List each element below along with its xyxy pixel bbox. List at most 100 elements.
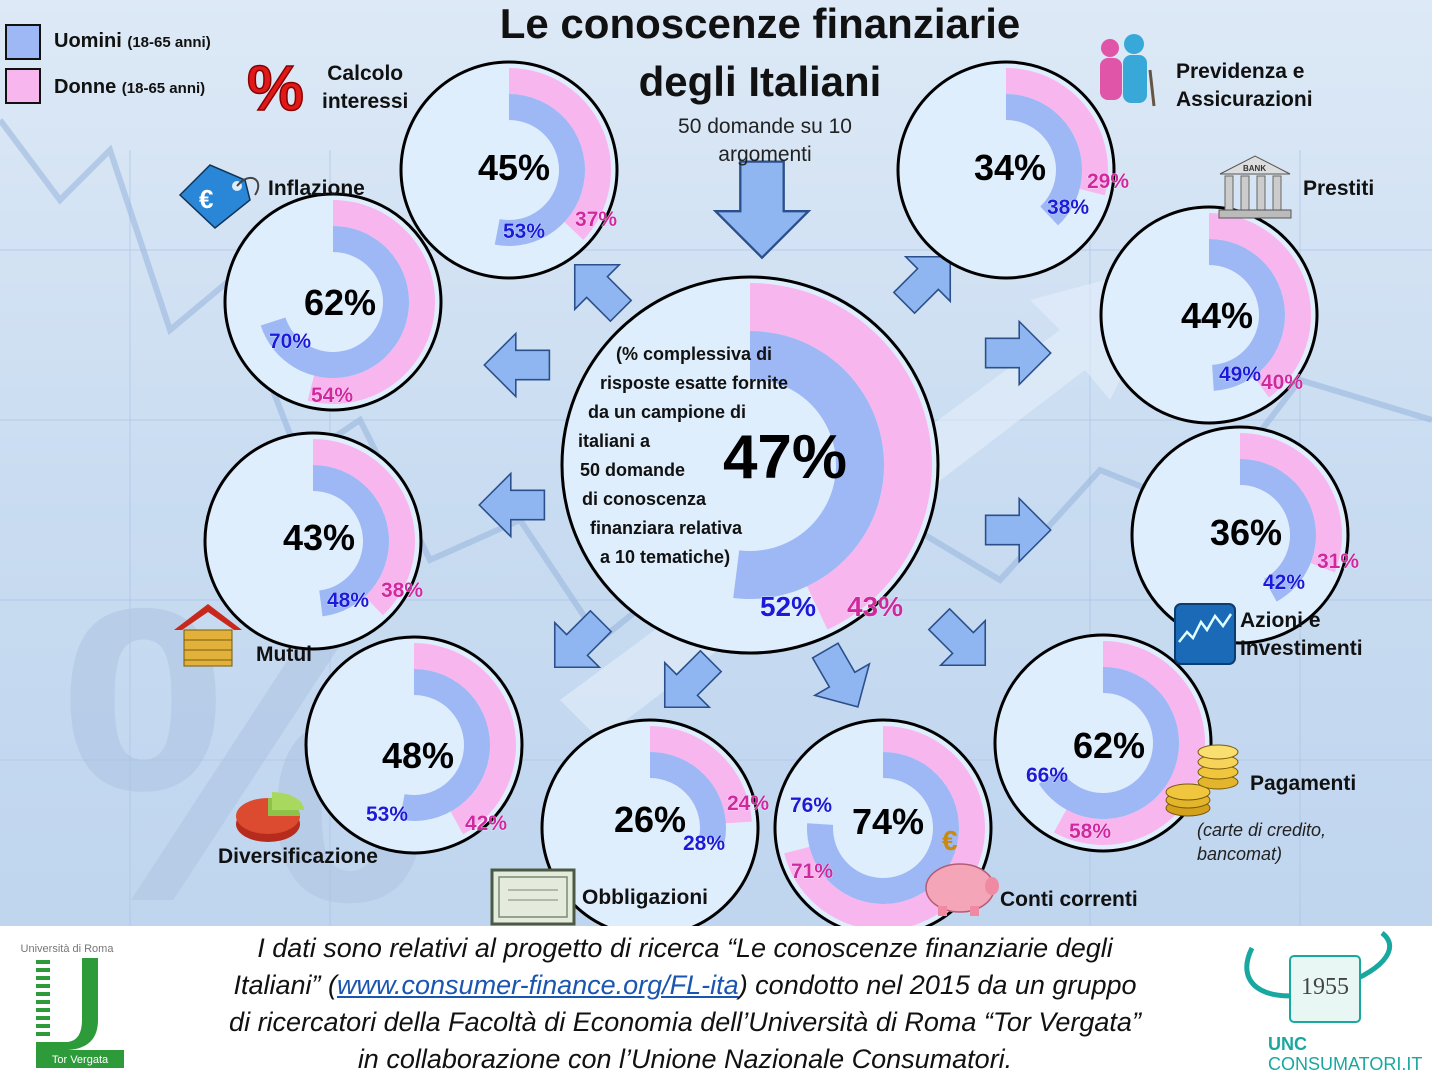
topic-mutui-total-label: 43% xyxy=(283,517,355,558)
percent-icon: % xyxy=(246,52,304,122)
topic-obbligazioni-donut xyxy=(540,718,760,938)
topic-calcolo-interessi-women-arc xyxy=(509,68,611,240)
overall-description-line: di conoscenza xyxy=(582,489,707,509)
topic-conti-correnti-men-arc xyxy=(806,752,959,905)
topic-prestiti-men-arc xyxy=(1209,238,1286,391)
topic-previdenza-e-assicurazioni-men-arc xyxy=(1006,94,1082,226)
overall-description-line: italiani a xyxy=(578,431,651,451)
topic-label-line: Conti correnti xyxy=(1000,888,1138,911)
legend-women-label: Donne xyxy=(54,76,117,98)
direction-arrow xyxy=(478,471,546,539)
topic-label-azioni: Azioni e Investimenti xyxy=(1240,607,1363,663)
topic-label-previdenza: Previdenza e Assicurazioni xyxy=(1176,58,1313,114)
direction-arrow xyxy=(927,607,987,667)
topic-obbligazioni-total-label: 26% xyxy=(614,799,686,840)
svg-text:%: % xyxy=(247,52,304,122)
direction-arrow-shape xyxy=(927,607,987,667)
topic-inflazione-donut xyxy=(223,192,443,412)
direction-arrow-shape xyxy=(663,649,723,709)
topic-inflazione-men-arc xyxy=(260,226,409,378)
topic-label-line: Calcolo xyxy=(327,62,404,85)
direction-arrow xyxy=(984,319,1052,387)
topic-label-obbligazioni: Obbligazioni xyxy=(582,884,708,912)
direction-arrow-shape xyxy=(712,160,812,260)
topic-label-line: Previdenza e xyxy=(1176,60,1305,83)
overall-description-line: finanziara relativa xyxy=(590,518,743,538)
bank-icon: BANK xyxy=(1218,155,1292,219)
footer-line-part: ) condotto nel 2015 da un gruppo xyxy=(738,970,1137,1000)
project-link[interactable]: www.consumer-finance.org/FL-ita xyxy=(337,970,739,1000)
topic-mutui-women-arc xyxy=(313,439,415,616)
unc-logo-year: 1955 xyxy=(1301,974,1349,1000)
unc-logo-site: CONSUMATORI.IT xyxy=(1268,1054,1422,1074)
topic-label-inflazione: Inflazione xyxy=(268,175,365,203)
legend-men-age: (18-65 anni) xyxy=(127,34,211,51)
unc-logo: 1955 UNC CONSUMATORI.IT xyxy=(1244,931,1422,1074)
page-title-line1: Le conoscenze finanziarie xyxy=(499,0,1021,47)
topic-label-conti-correnti: Conti correnti xyxy=(1000,886,1138,914)
footer xyxy=(0,926,1432,1080)
topic-inflazione-women-label: 54% xyxy=(311,384,353,407)
topic-note-line: bancomat) xyxy=(1197,844,1283,864)
direction-arrow-shape xyxy=(811,642,871,708)
topic-prestiti-women-arc xyxy=(1209,212,1312,398)
topic-inflazione-total-label: 62% xyxy=(304,282,376,323)
topic-previdenza-e-assicurazioni-men-label: 38% xyxy=(1047,196,1089,219)
topic-diversificazione-donut xyxy=(304,635,524,855)
topic-label-line: Investimenti xyxy=(1240,637,1363,660)
direction-arrow-shape xyxy=(573,263,633,323)
svg-text:BANK: BANK xyxy=(1243,164,1266,173)
topic-label-line: Assicurazioni xyxy=(1176,88,1313,111)
topic-note-pagamenti: (carte di credito, bancomat) xyxy=(1197,818,1326,866)
pie-chart-icon xyxy=(236,792,304,842)
overall-description-line: 50 domande xyxy=(580,460,686,480)
tor-vergata-logo: Università di Roma Tor Vergata xyxy=(21,943,124,1068)
topic-prestiti-men-label: 49% xyxy=(1219,363,1261,386)
topic-azioni-e-investimenti-men-label: 42% xyxy=(1263,571,1305,594)
topic-calcolo-interessi-donut xyxy=(399,60,619,280)
topic-mutui-donut xyxy=(203,431,423,651)
tor-vergata-logo-bottom-text: Tor Vergata xyxy=(52,1054,109,1066)
euro-tag-icon: € xyxy=(178,164,260,229)
subtitle: 50 domande su 10 argomenti xyxy=(678,115,852,166)
topic-label-diversificazione: Diversificazione xyxy=(218,843,378,871)
topic-diversificazione-men-label: 53% xyxy=(366,803,408,826)
topic-label-line: Pagamenti xyxy=(1250,772,1357,795)
topic-obbligazioni-women-label: 24% xyxy=(727,792,769,815)
topic-calcolo-interessi-men-arc xyxy=(494,94,586,246)
elderly-couple-icon xyxy=(1100,34,1156,107)
topic-diversificazione-men-arc xyxy=(399,669,490,821)
topic-previdenza-e-assicurazioni-women-arc xyxy=(1006,68,1108,196)
topic-inflazione-women-arc xyxy=(307,200,435,405)
topic-conti-correnti-total-label: 74% xyxy=(852,801,924,842)
direction-arrow-shape xyxy=(478,471,546,539)
topic-mutui-women-label: 38% xyxy=(381,579,423,602)
topic-obbligazioni-women-arc xyxy=(650,726,752,824)
legend-swatch-men xyxy=(5,24,41,60)
topic-label-line: Mutui xyxy=(256,643,312,666)
direction-arrow-shape xyxy=(483,331,551,399)
footer-line-part: Italiani” ( xyxy=(233,970,338,1000)
stock-chart-icon xyxy=(1174,603,1236,665)
topic-calcolo-interessi-total-label: 45% xyxy=(478,147,550,188)
topic-prestiti-women-label: 40% xyxy=(1261,371,1303,394)
direction-arrow-shape xyxy=(892,255,952,315)
house-coins-icon xyxy=(174,604,242,667)
topic-label-line: Prestiti xyxy=(1303,177,1375,200)
overall-description: (% complessiva di risposte esatte fornit… xyxy=(578,340,818,572)
topic-mutui-men-arc xyxy=(313,465,389,617)
certificate-icon xyxy=(490,868,576,926)
topic-pagamenti-women-label: 58% xyxy=(1069,820,1111,843)
topic-mutui-men-label: 48% xyxy=(327,589,369,612)
overall-description-line: risposte esatte fornite xyxy=(600,373,789,393)
topic-obbligazioni-men-label: 28% xyxy=(683,832,725,855)
topic-diversificazione-women-label: 42% xyxy=(465,812,507,835)
topic-label-calcolo-interessi: Calcolo interessi xyxy=(322,60,408,116)
topic-previdenza-e-assicurazioni-women-label: 29% xyxy=(1087,170,1129,193)
footer-line: Italiani” (www.consumer-finance.org/FL-i… xyxy=(135,967,1235,1004)
topic-azioni-e-investimenti-donut xyxy=(1130,425,1350,645)
overall-women-label: 43% xyxy=(847,591,903,622)
footer-line: di ricercatori della Facoltà di Economia… xyxy=(229,1007,1141,1037)
topic-conti-correnti-men-label: 76% xyxy=(790,794,832,817)
topic-label-mutui: Mutui xyxy=(256,641,312,669)
